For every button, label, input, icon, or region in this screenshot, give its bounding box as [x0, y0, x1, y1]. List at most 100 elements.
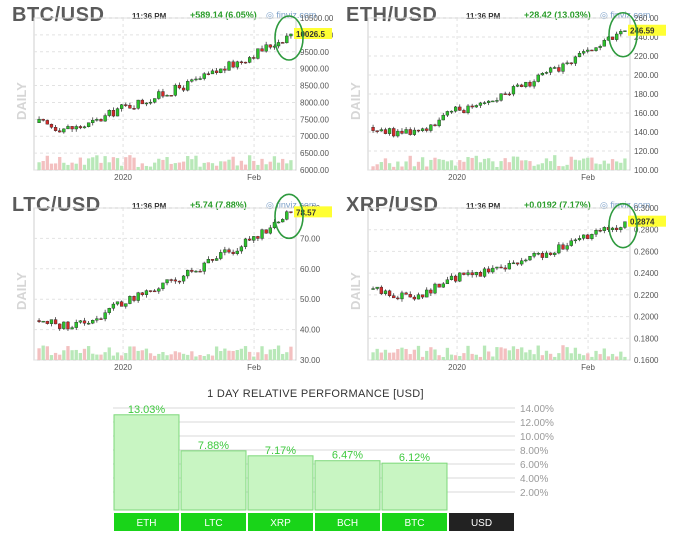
candle	[86, 322, 91, 325]
volume-bar	[400, 347, 404, 360]
button-label: XRP	[270, 518, 291, 529]
candle	[214, 258, 219, 261]
volume-bar	[383, 349, 388, 360]
candle	[404, 292, 408, 295]
candle	[491, 100, 495, 103]
volume-bar	[41, 345, 45, 360]
candle	[594, 230, 598, 235]
candle	[577, 238, 582, 241]
volume-bar	[66, 346, 70, 360]
candle	[495, 266, 499, 269]
candle	[252, 236, 256, 241]
volume-bar	[412, 166, 417, 170]
candle	[548, 67, 553, 73]
volume-bar	[285, 163, 289, 170]
volume-bar	[136, 166, 140, 170]
volume-bar	[586, 353, 590, 360]
candle	[95, 318, 99, 321]
candle	[124, 303, 128, 307]
volume-bar	[190, 159, 194, 170]
candle	[281, 42, 285, 44]
volume-bar	[165, 157, 169, 170]
candle	[186, 269, 190, 277]
candle	[408, 129, 412, 135]
volume-bar	[569, 156, 573, 170]
volume-bar	[561, 345, 565, 360]
candle	[247, 238, 252, 241]
candle	[128, 104, 132, 109]
volume-bar	[544, 350, 549, 360]
y-tick-label: 6500.00	[300, 149, 329, 158]
currency-button-btc[interactable]: BTC	[382, 513, 447, 531]
currency-button-ltc[interactable]: LTC	[181, 513, 246, 531]
y-tick-label: 50.00	[300, 295, 321, 304]
candle	[586, 234, 590, 239]
volume-bar	[623, 158, 627, 170]
candle	[581, 234, 586, 239]
volume-bar	[387, 163, 392, 170]
volume-bar	[153, 355, 157, 360]
candle	[206, 73, 211, 75]
volume-bar	[581, 158, 586, 170]
volume-bar	[74, 349, 78, 360]
candle	[482, 268, 487, 277]
candle	[400, 292, 404, 300]
last-price-badge	[294, 27, 332, 39]
candle	[392, 295, 396, 299]
candle	[198, 270, 202, 273]
candle	[520, 260, 524, 265]
volume-bar	[425, 166, 429, 170]
candle	[507, 263, 511, 270]
volume-bar	[619, 351, 623, 360]
candle	[41, 320, 45, 323]
volume-bar	[45, 346, 49, 360]
candle	[590, 234, 594, 239]
volume-bar	[478, 356, 483, 360]
candle	[169, 95, 173, 97]
last-price-badge	[628, 24, 666, 36]
currency-button-xrp[interactable]: XRP	[248, 513, 313, 531]
volume-bar	[252, 356, 256, 360]
volume-bar	[553, 356, 557, 360]
currency-button-bch[interactable]: BCH	[315, 513, 380, 531]
daily-label: DAILY	[348, 82, 363, 120]
volume-bar	[536, 164, 540, 170]
volume-bar	[598, 164, 602, 170]
volume-bar	[74, 163, 78, 170]
currency-button-eth[interactable]: ETH	[114, 513, 179, 531]
volume-bar	[445, 347, 450, 360]
candle	[425, 128, 429, 131]
volume-bar	[148, 353, 153, 360]
y-tick-label: 0.2800	[634, 226, 659, 235]
volume-bar	[53, 352, 58, 360]
candle	[103, 312, 107, 320]
candle	[58, 130, 62, 133]
candle	[37, 320, 41, 322]
candle	[478, 272, 483, 277]
daily-label: DAILY	[14, 82, 29, 120]
y-tick-label: 240.00	[634, 33, 659, 42]
volume-bar	[466, 345, 470, 360]
volume-bar	[610, 353, 615, 360]
candle	[404, 129, 408, 134]
candle	[198, 78, 202, 80]
volume-bar	[82, 348, 87, 360]
volume-bar	[70, 350, 74, 360]
volume-bar	[429, 159, 433, 170]
candle	[219, 68, 223, 73]
price-change: +589.14 (6.05%)	[190, 10, 257, 20]
volume-bar	[260, 158, 264, 170]
volume-bar	[577, 353, 582, 360]
chart-time: 11:36 PM	[132, 202, 167, 211]
volume-bar	[503, 158, 507, 170]
volume-bar	[540, 163, 545, 170]
volume-bar	[375, 164, 379, 170]
candle	[515, 262, 520, 265]
candle	[66, 321, 70, 330]
volume-bar	[206, 162, 211, 170]
volume-bar	[86, 346, 91, 360]
candle	[289, 33, 293, 37]
currency-button-usd[interactable]: USD	[449, 513, 514, 531]
candle	[462, 110, 466, 114]
volume-bar	[392, 166, 396, 170]
